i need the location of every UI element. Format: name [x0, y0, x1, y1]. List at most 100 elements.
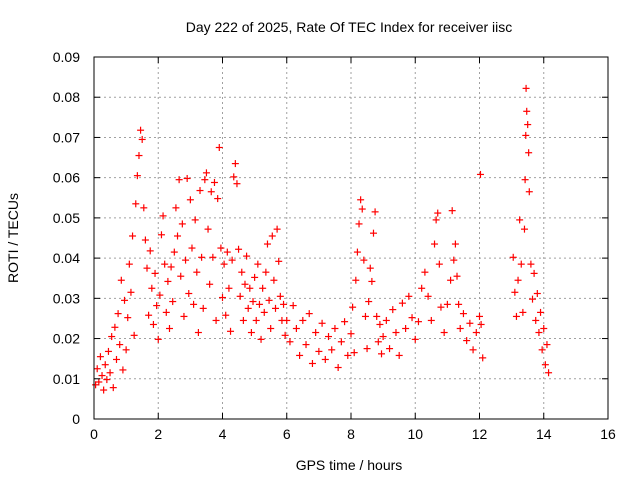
data-point	[357, 196, 365, 204]
data-point	[225, 284, 233, 292]
data-point	[207, 188, 215, 196]
data-point	[395, 351, 403, 359]
data-point	[292, 325, 300, 332]
data-point	[190, 300, 198, 308]
data-point	[217, 244, 225, 252]
data-point	[276, 292, 284, 300]
data-point	[469, 346, 477, 354]
y-tick-label: 0.01	[53, 371, 80, 387]
x-tick-label: 6	[283, 426, 291, 442]
data-point	[378, 350, 386, 358]
data-point	[521, 176, 529, 184]
y-tick-label: 0.04	[53, 250, 80, 266]
data-point	[109, 384, 117, 392]
data-point	[121, 296, 129, 304]
data-point	[148, 284, 156, 292]
data-point	[138, 135, 146, 143]
x-tick-label: 10	[407, 426, 423, 442]
data-point	[215, 144, 223, 151]
data-point	[386, 345, 394, 353]
data-point	[459, 310, 467, 318]
x-axis-label: GPS time / hours	[296, 457, 403, 473]
data-point	[437, 303, 445, 311]
data-point	[402, 325, 410, 332]
data-point	[280, 300, 288, 308]
data-point	[223, 248, 231, 256]
data-point	[177, 272, 185, 280]
data-point	[198, 253, 206, 261]
data-point	[382, 316, 390, 324]
data-point	[302, 341, 310, 349]
data-point	[418, 284, 426, 292]
data-point	[325, 333, 333, 341]
data-point	[520, 225, 528, 233]
data-point	[374, 338, 382, 346]
data-point	[517, 260, 525, 268]
data-point	[312, 329, 320, 337]
data-point	[455, 300, 463, 308]
data-point	[188, 244, 196, 252]
data-point	[405, 292, 413, 300]
data-point	[141, 236, 149, 244]
data-point	[260, 308, 268, 316]
data-point	[124, 314, 132, 322]
data-point	[267, 325, 275, 332]
chart-title: Day 222 of 2025, Rate Of TEC Index for r…	[186, 19, 513, 35]
data-point	[349, 303, 357, 311]
data-point	[262, 268, 270, 276]
data-point	[178, 220, 186, 228]
data-point	[360, 256, 368, 264]
data-point	[133, 172, 141, 180]
data-point	[174, 232, 182, 240]
data-point	[392, 329, 400, 337]
data-point	[182, 256, 190, 264]
data-point	[272, 304, 280, 312]
data-point	[137, 126, 145, 134]
data-point	[275, 257, 283, 265]
x-tick-label: 8	[347, 426, 355, 442]
data-point	[238, 268, 246, 276]
data-point	[252, 316, 260, 324]
data-point	[523, 107, 531, 115]
data-point	[122, 346, 130, 354]
data-point	[159, 212, 167, 220]
data-point	[149, 320, 157, 328]
data-point	[389, 306, 397, 314]
data-point	[125, 260, 133, 268]
x-tick-label: 16	[600, 426, 616, 442]
data-point	[151, 269, 159, 277]
data-point	[448, 207, 456, 215]
data-point	[255, 300, 263, 308]
data-point	[268, 232, 276, 240]
data-point	[341, 318, 349, 326]
data-point	[289, 302, 297, 310]
data-point	[140, 204, 148, 212]
data-point	[514, 276, 522, 284]
data-point	[522, 131, 530, 139]
data-point	[193, 268, 201, 276]
data-point	[318, 319, 326, 327]
data-point	[265, 296, 273, 304]
data-point	[453, 272, 461, 280]
data-point	[512, 312, 520, 320]
data-point	[153, 302, 161, 310]
data-point	[127, 288, 135, 296]
y-tick-label: 0.03	[53, 290, 80, 306]
data-point	[172, 204, 180, 212]
data-point	[371, 208, 379, 216]
data-point	[479, 354, 487, 362]
x-tick-label: 4	[219, 426, 227, 442]
data-point	[525, 149, 533, 157]
data-point	[241, 280, 249, 288]
y-tick-label: 0.09	[53, 49, 80, 65]
data-point	[541, 361, 549, 369]
data-point	[209, 253, 217, 261]
data-point	[116, 341, 124, 349]
data-point	[431, 240, 439, 248]
data-point	[230, 173, 238, 181]
data-point	[202, 169, 210, 177]
data-point	[162, 308, 170, 316]
data-point	[263, 240, 271, 248]
